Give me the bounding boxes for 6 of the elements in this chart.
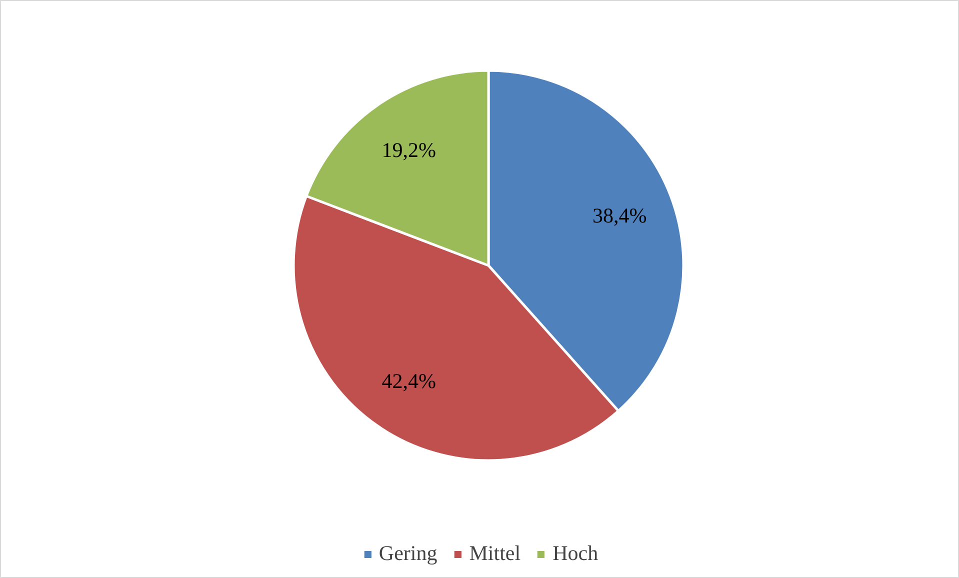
data-label: 19,2% [382, 138, 436, 162]
data-label: 42,4% [382, 369, 436, 394]
data-label: 38,4% [592, 203, 647, 228]
legend-label: Gering [378, 541, 438, 566]
legend-label: Mittel [469, 541, 521, 566]
legend-label: Hoch [552, 541, 598, 566]
